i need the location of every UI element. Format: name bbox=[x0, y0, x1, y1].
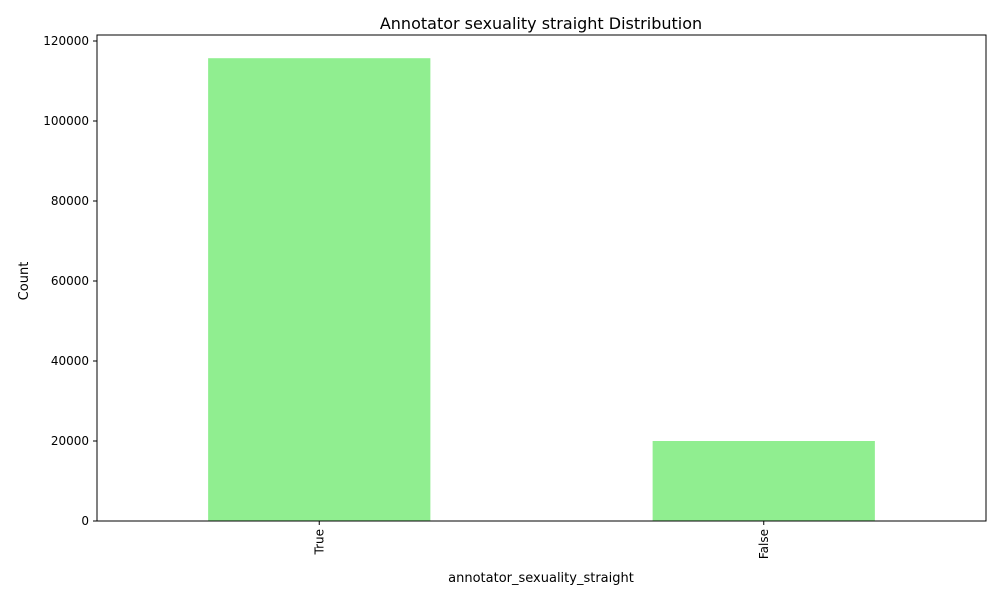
y-tick-label: 40000 bbox=[51, 354, 89, 368]
bars-layer bbox=[208, 58, 875, 521]
ticks-layer: True False 0 20000 40000 60000 80000 100000 1200… bbox=[43, 34, 771, 559]
bar-false bbox=[652, 441, 875, 521]
y-tick-label: 60000 bbox=[51, 274, 89, 288]
y-tick-label: 120000 bbox=[43, 34, 89, 48]
y-tick-label: 100000 bbox=[43, 114, 89, 128]
bar-true bbox=[208, 58, 431, 521]
x-axis-label: annotator_sexuality_straight bbox=[448, 571, 634, 586]
plot-frame bbox=[96, 34, 987, 522]
x-tick-label: False bbox=[757, 529, 771, 559]
x-tick-label: True bbox=[312, 529, 326, 556]
y-axis-label: Count bbox=[17, 262, 32, 301]
y-tick-label: 80000 bbox=[51, 194, 89, 208]
chart-title: Annotator sexuality straight Distributio… bbox=[380, 14, 702, 33]
y-tick-label: 0 bbox=[81, 514, 89, 528]
y-tick-label: 20000 bbox=[51, 434, 89, 448]
